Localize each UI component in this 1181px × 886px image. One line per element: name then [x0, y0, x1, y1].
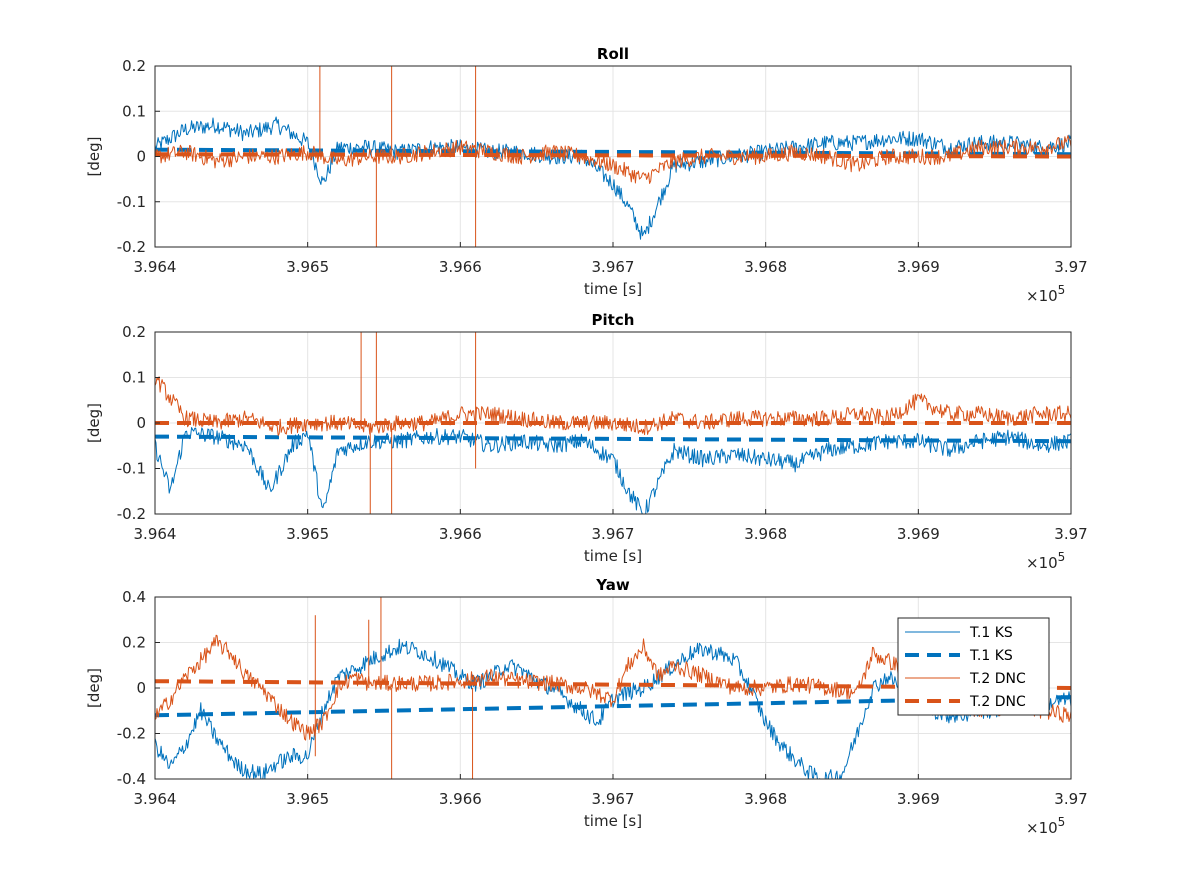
legend-box	[897, 617, 1050, 716]
x-tick-label: 3.968	[744, 258, 787, 276]
series-group	[155, 332, 1071, 514]
x-tick-label: 3.968	[744, 790, 787, 808]
y-axis-label: [deg]	[85, 137, 103, 177]
x-tick-label: 3.965	[286, 258, 329, 276]
y-tick-label: 0.1	[122, 369, 146, 387]
x-exponent-label: ×105	[1026, 550, 1065, 572]
x-tick-label: 3.969	[897, 258, 940, 276]
y-tick-label: -0.1	[117, 460, 146, 478]
x-exponent-power: 5	[1058, 550, 1066, 564]
x-tick-label: 3.97	[1054, 258, 1087, 276]
y-tick-label: 0.1	[122, 102, 146, 120]
x-tick-label: 3.967	[592, 525, 635, 543]
subplot-roll: 3.964 3.965 3.966 3.967 3.968 3.969 3.97 -0.2 -0…	[85, 45, 1088, 305]
subplot-pitch: 3.964 3.965 3.966 3.967 3.968 3.969 3.97 -0.2 -0…	[85, 311, 1088, 572]
x-tick-label: 3.966	[439, 790, 482, 808]
y-tick-label: -0.2	[117, 725, 146, 743]
series-t-1-ks-solid	[155, 116, 1071, 240]
x-tick-label: 3.965	[286, 525, 329, 543]
legend-label: T.1 KS	[969, 648, 1013, 664]
x-tick-label: 3.966	[439, 258, 482, 276]
x-exponent-label: ×105	[1026, 283, 1065, 305]
x-tick-label: 3.965	[286, 790, 329, 808]
y-tick-label: -0.1	[117, 193, 146, 211]
x-exponent-label: ×105	[1026, 815, 1065, 837]
x-tick-label: 3.964	[134, 525, 177, 543]
x-tick-label: 3.97	[1054, 525, 1087, 543]
legend-label: T.1 KS	[969, 625, 1013, 641]
x-axis-label: time [s]	[584, 812, 642, 830]
y-tick-label: 0	[136, 679, 146, 697]
x-tick-label: 3.968	[744, 525, 787, 543]
x-axis-label: time [s]	[584, 280, 642, 298]
y-tick-label: 0.2	[122, 634, 146, 652]
x-tick-label: 3.967	[592, 258, 635, 276]
x-tick-label: 3.969	[897, 525, 940, 543]
x-exponent-power: 5	[1058, 815, 1066, 829]
y-tick-label: 0.4	[122, 588, 146, 606]
x-exponent-power: 5	[1058, 283, 1066, 297]
x-tick-label: 3.964	[134, 258, 177, 276]
subplot-yaw: 3.964 3.965 3.966 3.967 3.968 3.969 3.97 -0.4 -0…	[85, 576, 1088, 837]
y-tick-label: -0.2	[117, 505, 146, 523]
x-tick-label: 3.964	[134, 790, 177, 808]
y-axis-label: [deg]	[85, 403, 103, 443]
x-tick-label: 3.969	[897, 790, 940, 808]
y-tick-label: -0.2	[117, 238, 146, 256]
series-group	[155, 66, 1071, 247]
y-tick-label: 0.2	[122, 57, 146, 75]
x-axis-label: time [s]	[584, 547, 642, 565]
series-t-2-dnc-solid	[155, 376, 1071, 436]
x-tick-label: 3.97	[1054, 790, 1087, 808]
y-tick-label: -0.4	[117, 770, 146, 788]
series-t-2-dnc-solid	[155, 135, 1071, 184]
legend-label: T.2 DNC	[969, 694, 1026, 710]
y-axis-label: [deg]	[85, 668, 103, 708]
y-tick-label: 0	[136, 148, 146, 166]
subplot-title: Roll	[597, 45, 629, 63]
subplot-title: Yaw	[595, 576, 630, 594]
legend: T.1 KS T.1 KS T.2 DNC T.2 DNC	[897, 617, 1050, 716]
series-t-1-ks-solid	[155, 427, 1071, 514]
legend-label: T.2 DNC	[969, 671, 1026, 687]
x-tick-label: 3.967	[592, 790, 635, 808]
y-tick-label: 0	[136, 414, 146, 432]
y-tick-label: 0.2	[122, 323, 146, 341]
x-tick-label: 3.966	[439, 525, 482, 543]
subplot-title: Pitch	[592, 311, 635, 329]
